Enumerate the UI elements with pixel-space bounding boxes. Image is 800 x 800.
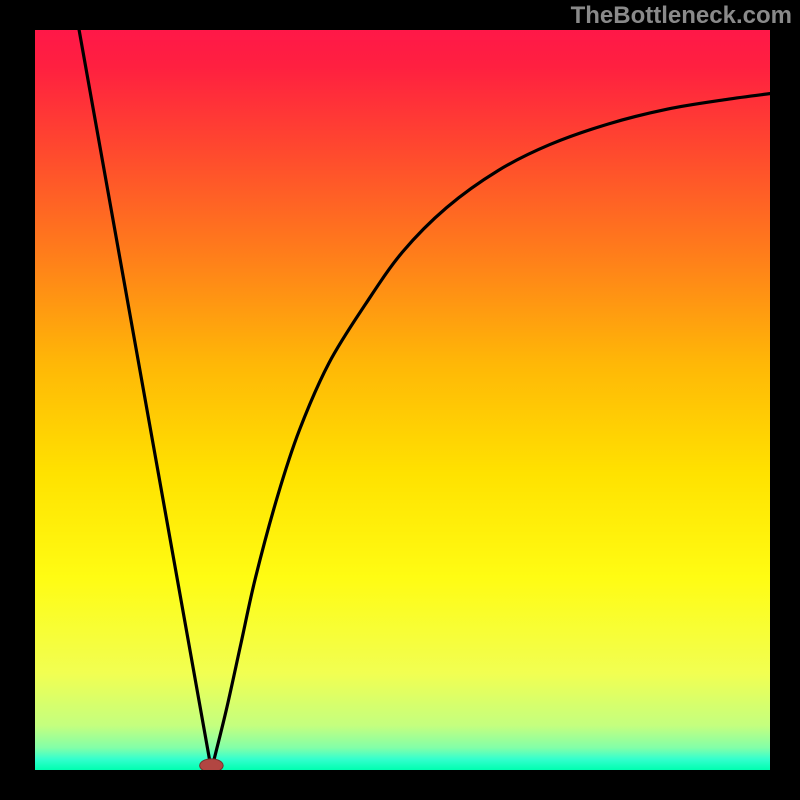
plot-area bbox=[35, 30, 770, 770]
plot-svg bbox=[35, 30, 770, 770]
minimum-marker bbox=[200, 759, 224, 770]
chart-frame: TheBottleneck.com bbox=[0, 0, 800, 800]
watermark-text: TheBottleneck.com bbox=[571, 2, 792, 30]
